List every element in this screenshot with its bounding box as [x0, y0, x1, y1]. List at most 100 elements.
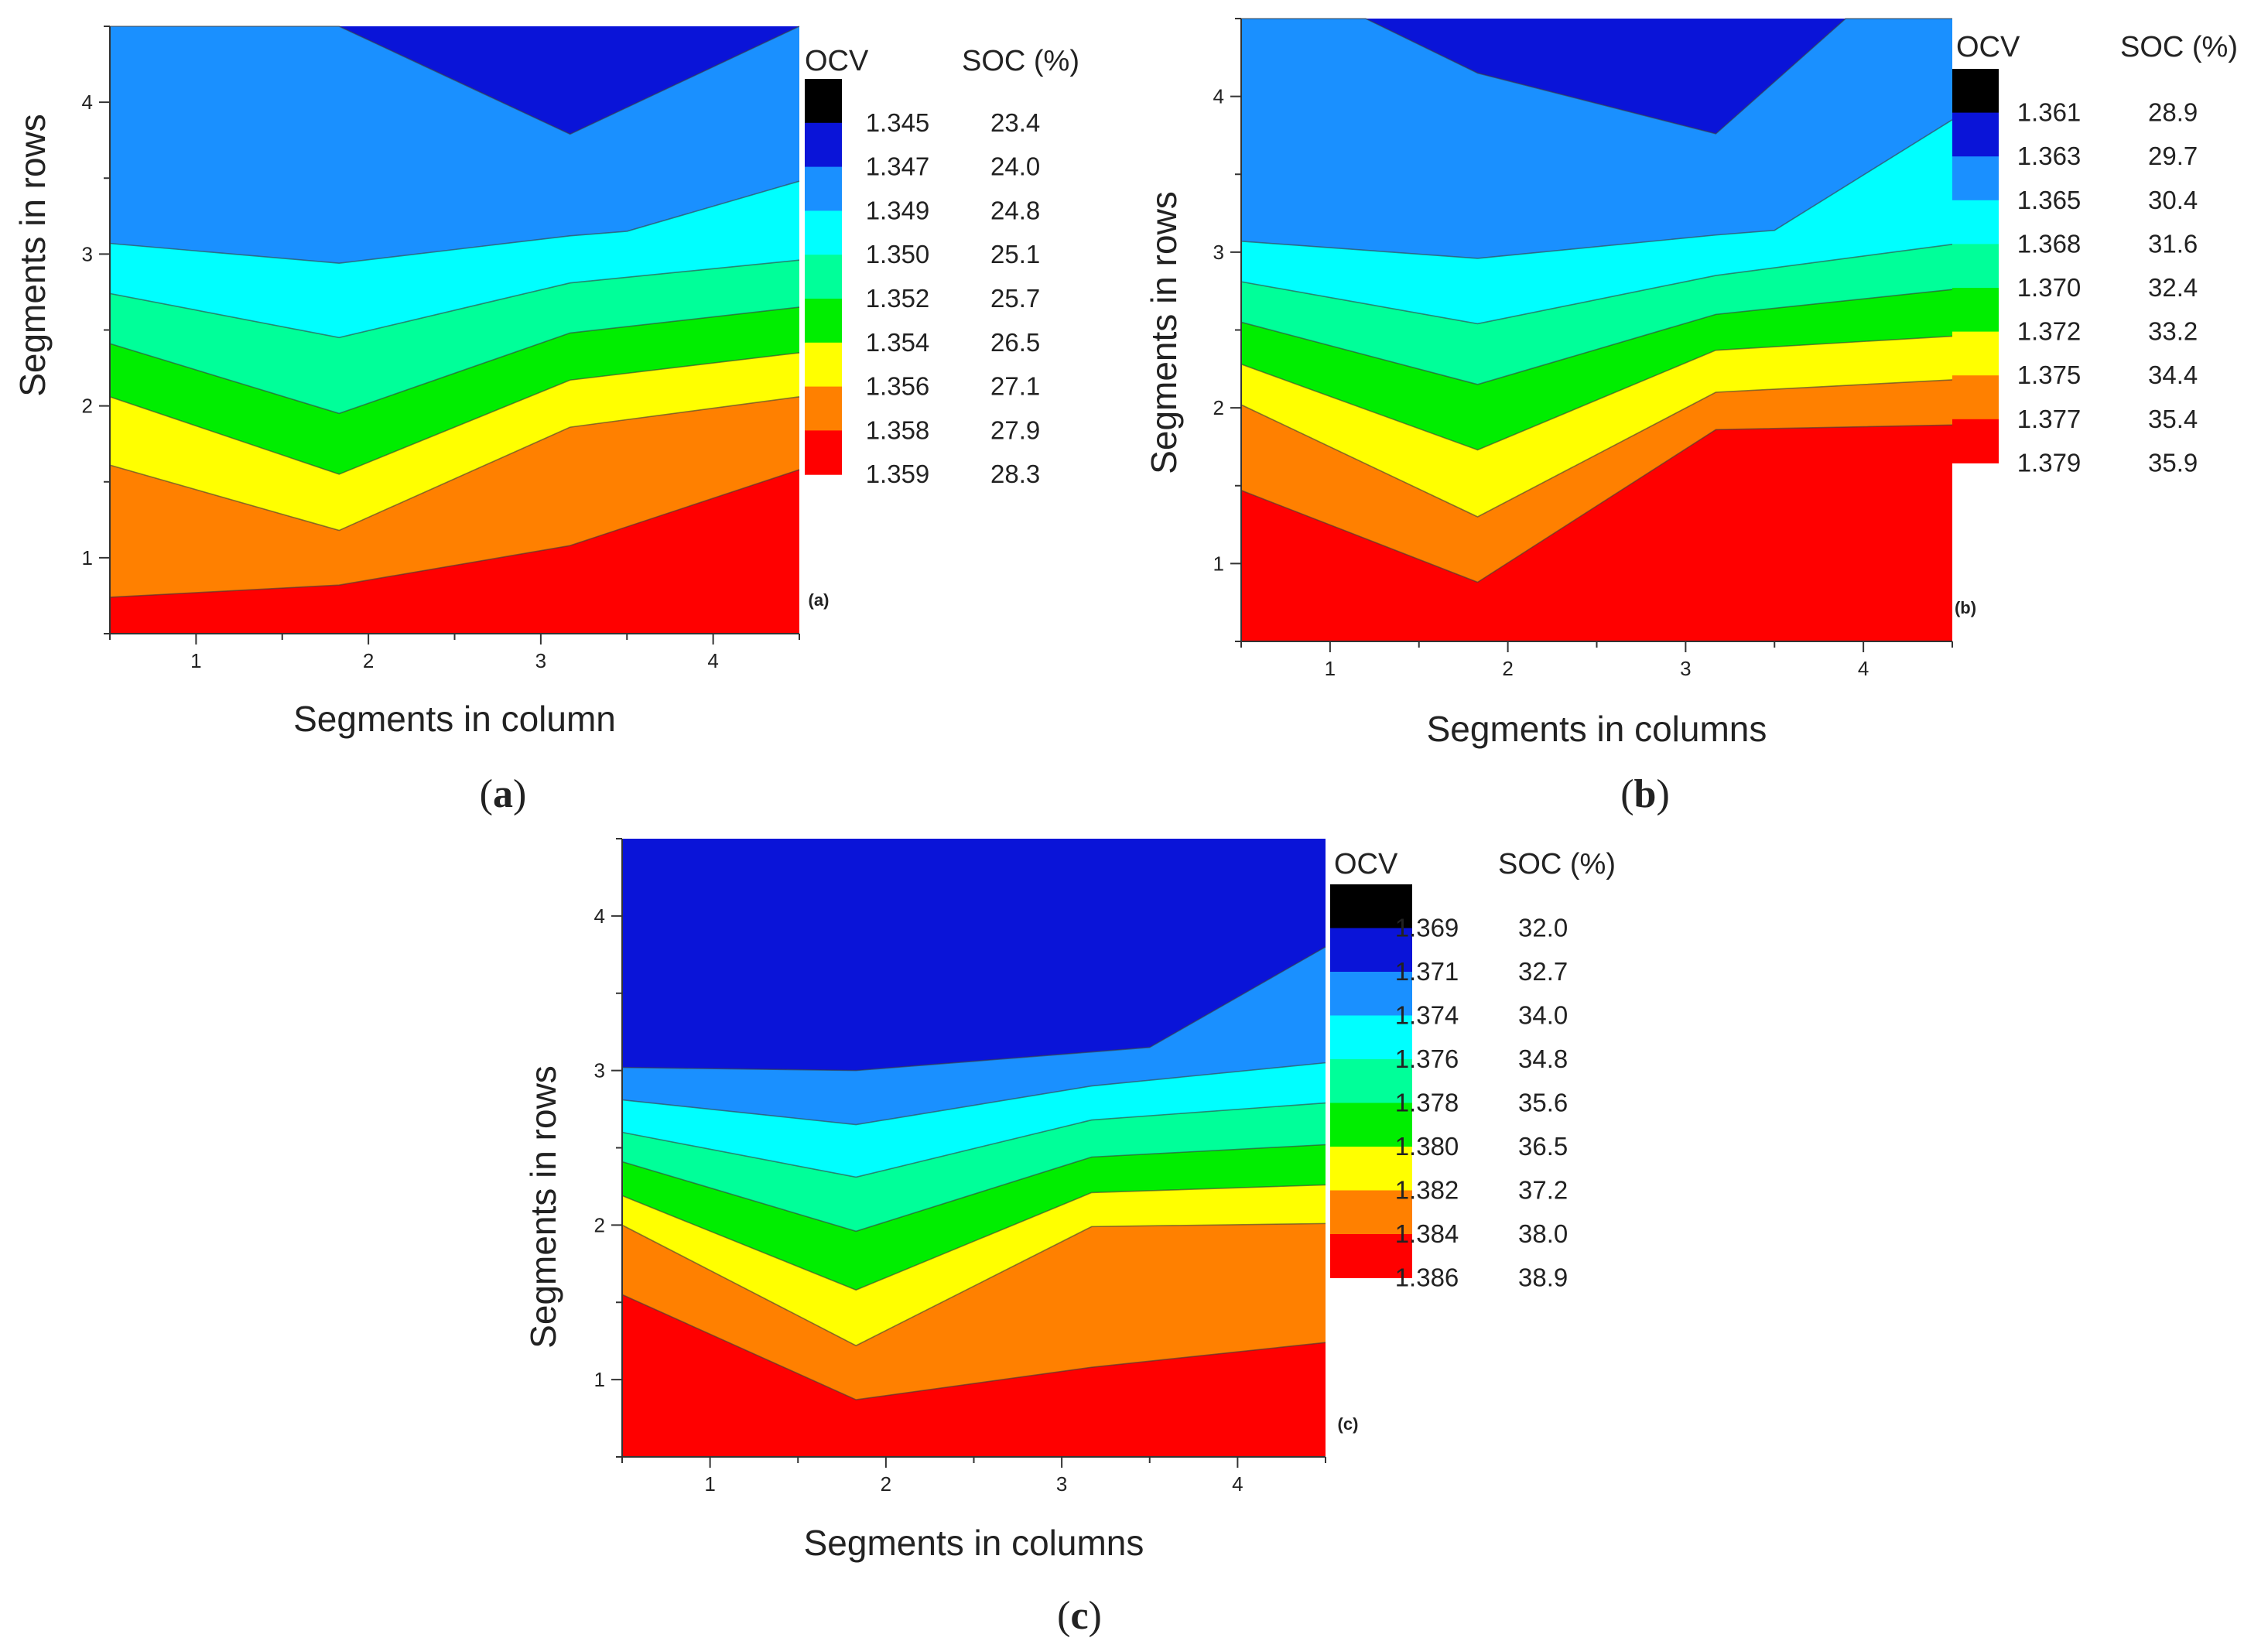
legend-soc-header: SOC (%) — [962, 45, 1079, 77]
legend-swatch — [1330, 928, 1412, 973]
legend-ocv-value: 1.377 — [2017, 405, 2082, 433]
legend-soc-value: 24.0 — [990, 152, 1040, 181]
legend-soc-value: 35.9 — [2148, 448, 2198, 477]
legend-ocv-value: 1.352 — [866, 284, 930, 313]
legend-ocv-value: 1.376 — [1395, 1045, 1459, 1073]
legend-ocv-value: 1.375 — [2017, 361, 2082, 389]
legend-swatch — [1952, 156, 1999, 201]
legend-ocv-value: 1.347 — [866, 152, 930, 181]
contour-line-6 — [1241, 18, 1952, 135]
legend-soc-value: 34.8 — [1518, 1045, 1568, 1073]
legend-swatch — [1330, 1103, 1412, 1147]
y-tick-label: 2 — [594, 1213, 605, 1236]
legend-soc-value: 38.0 — [1518, 1219, 1568, 1248]
legend-soc-value: 34.4 — [2148, 361, 2198, 389]
legend-soc-value: 25.1 — [990, 240, 1040, 268]
x-axis-title: Segments in column — [293, 699, 616, 739]
legend-soc-value: 32.0 — [1518, 914, 1568, 942]
legend-ocv-value: 1.384 — [1395, 1219, 1459, 1248]
panel-a: 1 2 3 4 1 2 3 4 Segments in column Segments in ro… — [12, 26, 1079, 816]
legend-soc-header: SOC (%) — [1498, 848, 1616, 880]
x-axis-title: Segments in columns — [804, 1523, 1144, 1563]
contour-line-5 — [621, 1062, 1326, 1126]
legend-soc-header: SOC (%) — [2120, 31, 2238, 63]
x-tick-label: 1 — [190, 649, 201, 672]
contour-line-5 — [109, 180, 800, 264]
legend-soc-value: 25.7 — [990, 284, 1040, 313]
legend-soc-value: 30.4 — [2148, 186, 2198, 214]
legend-swatch — [1330, 1015, 1412, 1060]
y-tick-label: 1 — [1213, 552, 1224, 575]
legend-soc-value: 27.9 — [990, 415, 1040, 444]
legend-swatch-cap — [805, 79, 842, 124]
legend-soc-value: 28.9 — [2148, 98, 2198, 127]
y-axis-title: Segments in rows — [523, 1065, 563, 1349]
legend-soc-value: 23.4 — [990, 108, 1040, 137]
y-tick-label: 4 — [594, 904, 605, 928]
legend-swatch — [805, 210, 842, 255]
contour-line-0 — [1240, 424, 1953, 583]
legend-soc-value: 28.3 — [990, 460, 1040, 488]
legend-soc-value: 31.6 — [2148, 229, 2198, 258]
legend-swatch — [805, 122, 842, 168]
y-tick-label: 3 — [594, 1059, 605, 1082]
legend-soc-value: 32.7 — [1518, 957, 1568, 986]
legend-ocv-header: OCV — [1956, 31, 2020, 63]
legend-ocv-value: 1.386 — [1395, 1263, 1459, 1292]
legend-ocv-value: 1.356 — [866, 372, 930, 401]
x-tick-label: 2 — [881, 1472, 891, 1496]
contour-band-0 — [622, 1294, 1326, 1457]
legend-soc-value: 37.2 — [1518, 1176, 1568, 1205]
legend-ocv-value: 1.345 — [866, 108, 930, 137]
legend-swatch — [1330, 972, 1412, 1016]
x-tick-label: 2 — [363, 649, 374, 672]
y-tick-label: 3 — [82, 242, 93, 265]
x-axis-title: Segments in columns — [1427, 709, 1767, 749]
legend-ocv-value: 1.349 — [866, 196, 930, 224]
legend-ocv-value: 1.370 — [2017, 273, 2082, 302]
x-tick-label: 4 — [1858, 657, 1869, 680]
legend-soc-value: 26.5 — [990, 328, 1040, 357]
legend-soc-value: 27.1 — [990, 372, 1040, 401]
contour-line-2 — [621, 1184, 1326, 1291]
x-tick-label: 4 — [1232, 1472, 1243, 1496]
legend-ocv-value: 1.358 — [866, 415, 930, 444]
contour-line-6 — [621, 946, 1326, 1072]
panel-tag: (c) — [1338, 1414, 1359, 1434]
legend-swatch — [805, 430, 842, 475]
x-tick-label: 3 — [1680, 657, 1691, 680]
y-tick-label: 3 — [1213, 241, 1224, 264]
y-tick-label: 4 — [1213, 85, 1224, 108]
panel-tag: (a) — [809, 590, 830, 610]
legend-ocv-value: 1.365 — [2017, 186, 2082, 214]
y-axis-title: Segments in rows — [12, 114, 53, 397]
legend-soc-value: 33.2 — [2148, 317, 2198, 346]
contour-line-3 — [1240, 289, 1953, 385]
legend-soc-value: 34.0 — [1518, 1001, 1568, 1030]
legend-swatch — [805, 386, 842, 431]
contour-line-4 — [109, 259, 800, 339]
y-tick-label: 1 — [82, 546, 93, 569]
legend: OCV SOC (%) 1.345 23.4 1.347 24.0 1.349 24.8 1.3… — [805, 45, 1079, 488]
contour-line-0 — [109, 469, 800, 598]
legend-soc-value: 38.9 — [1518, 1263, 1568, 1292]
legend-ocv-value: 1.371 — [1395, 957, 1459, 986]
x-tick-label: 1 — [1325, 657, 1336, 680]
contour-line-3 — [109, 306, 800, 415]
legend-ocv-value: 1.361 — [2017, 98, 2082, 127]
figure-caption: (c) — [1057, 1594, 1102, 1638]
legend-ocv-value: 1.382 — [1395, 1176, 1459, 1205]
legend-ocv-value: 1.374 — [1395, 1001, 1459, 1030]
figure-caption: (b) — [1620, 772, 1670, 816]
legend-swatch — [1330, 1147, 1412, 1191]
legend-swatch — [805, 166, 842, 211]
legend-swatch — [1952, 244, 1999, 289]
contour-line-4 — [1240, 244, 1953, 325]
y-axis-title: Segments in rows — [1144, 191, 1184, 474]
contour-band-0 — [1241, 425, 1952, 641]
legend-soc-value: 24.8 — [990, 196, 1040, 224]
x-tick-label: 2 — [1502, 657, 1513, 680]
legend-swatch — [1330, 1234, 1412, 1278]
legend-swatch — [1952, 331, 1999, 376]
